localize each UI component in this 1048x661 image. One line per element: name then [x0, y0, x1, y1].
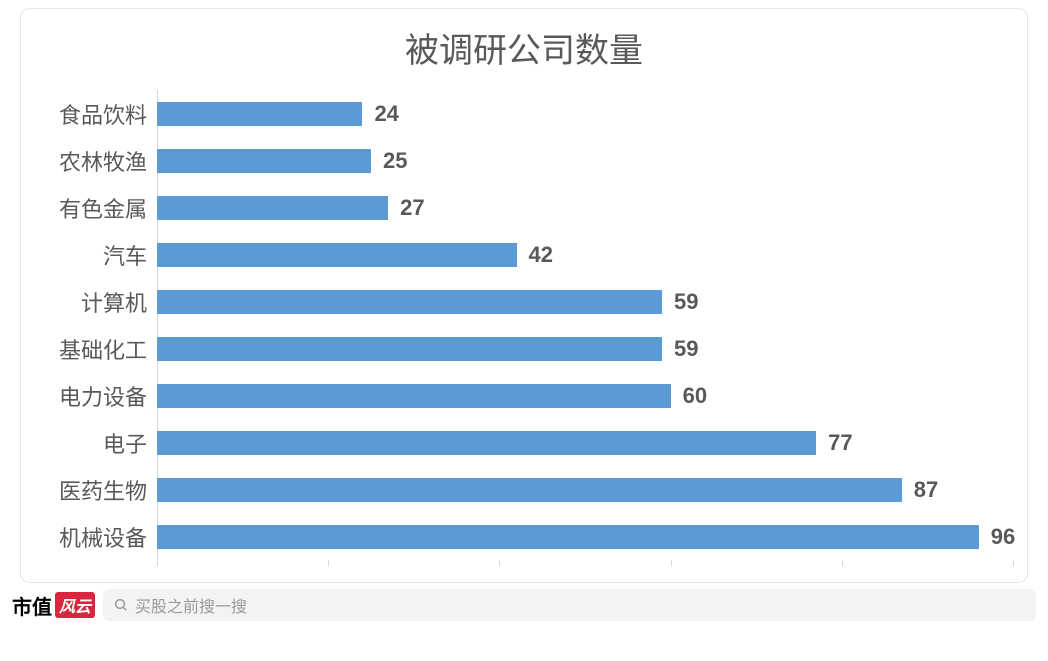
brand-logo: 市值 风云	[12, 591, 95, 620]
chart-plot-area: 食品饮料24农林牧渔25有色金属27汽车42计算机59基础化工59电力设备60电…	[35, 90, 1013, 560]
footer-bar: 市值 风云 买股之前搜一搜	[8, 589, 1040, 621]
bar-row: 有色金属 27	[35, 184, 1013, 231]
value-label: 42	[529, 242, 553, 268]
bar-row: 机械设备 96	[35, 513, 1013, 560]
category-label: 汽车	[35, 239, 147, 271]
chart-title: 被调研公司数量	[35, 23, 1013, 72]
bar	[157, 243, 517, 267]
value-label: 59	[674, 289, 698, 315]
category-label: 电子	[35, 427, 147, 459]
bar-track: 59	[157, 325, 1013, 372]
bar	[157, 102, 362, 126]
value-label: 96	[991, 524, 1015, 550]
bar	[157, 149, 371, 173]
x-tick	[671, 560, 672, 566]
bar-row: 基础化工 59	[35, 325, 1013, 372]
bar	[157, 290, 662, 314]
x-tick	[842, 560, 843, 566]
bar-row: 汽车 42	[35, 231, 1013, 278]
bar-track: 77	[157, 419, 1013, 466]
bar	[157, 337, 662, 361]
bar-track: 27	[157, 184, 1013, 231]
bar-row: 计算机 59	[35, 278, 1013, 325]
value-label: 60	[683, 383, 707, 409]
category-label: 医药生物	[35, 474, 147, 506]
x-tick	[1013, 560, 1014, 566]
value-label: 77	[828, 430, 852, 456]
search-placeholder: 买股之前搜一搜	[135, 593, 247, 617]
bar-track: 59	[157, 278, 1013, 325]
bar	[157, 525, 979, 549]
bar-row: 食品饮料 24	[35, 90, 1013, 137]
x-tick	[499, 560, 500, 566]
category-label: 基础化工	[35, 333, 147, 365]
search-icon	[113, 597, 129, 613]
bar-row: 电子 77	[35, 419, 1013, 466]
category-label: 有色金属	[35, 192, 147, 224]
bar-row: 医药生物 87	[35, 466, 1013, 513]
category-label: 计算机	[35, 286, 147, 318]
bar	[157, 196, 388, 220]
category-label: 电力设备	[35, 380, 147, 412]
category-label: 机械设备	[35, 521, 147, 553]
value-label: 24	[374, 101, 398, 127]
bar-track: 25	[157, 137, 1013, 184]
bar-row: 电力设备 60	[35, 372, 1013, 419]
value-label: 87	[914, 477, 938, 503]
bar-track: 87	[157, 466, 1013, 513]
bar	[157, 431, 816, 455]
bar	[157, 478, 902, 502]
category-label: 食品饮料	[35, 98, 147, 130]
value-label: 27	[400, 195, 424, 221]
bar-track: 60	[157, 372, 1013, 419]
bar	[157, 384, 671, 408]
brand-text: 市值	[12, 591, 52, 620]
bar-track: 96	[157, 513, 1013, 560]
value-label: 59	[674, 336, 698, 362]
chart-card: 被调研公司数量 食品饮料 24 农林牧渔 25 有色金属 27 汽车 42 计算机 59 基础化工 5…	[20, 8, 1028, 583]
value-label: 25	[383, 148, 407, 174]
bar-row: 农林牧渔 25	[35, 137, 1013, 184]
x-tick	[328, 560, 329, 566]
search-box[interactable]: 买股之前搜一搜	[103, 589, 1036, 621]
bar-track: 42	[157, 231, 1013, 278]
category-label: 农林牧渔	[35, 145, 147, 177]
bar-track: 24	[157, 90, 1013, 137]
x-tick	[157, 560, 158, 566]
brand-badge: 风云	[55, 592, 95, 618]
